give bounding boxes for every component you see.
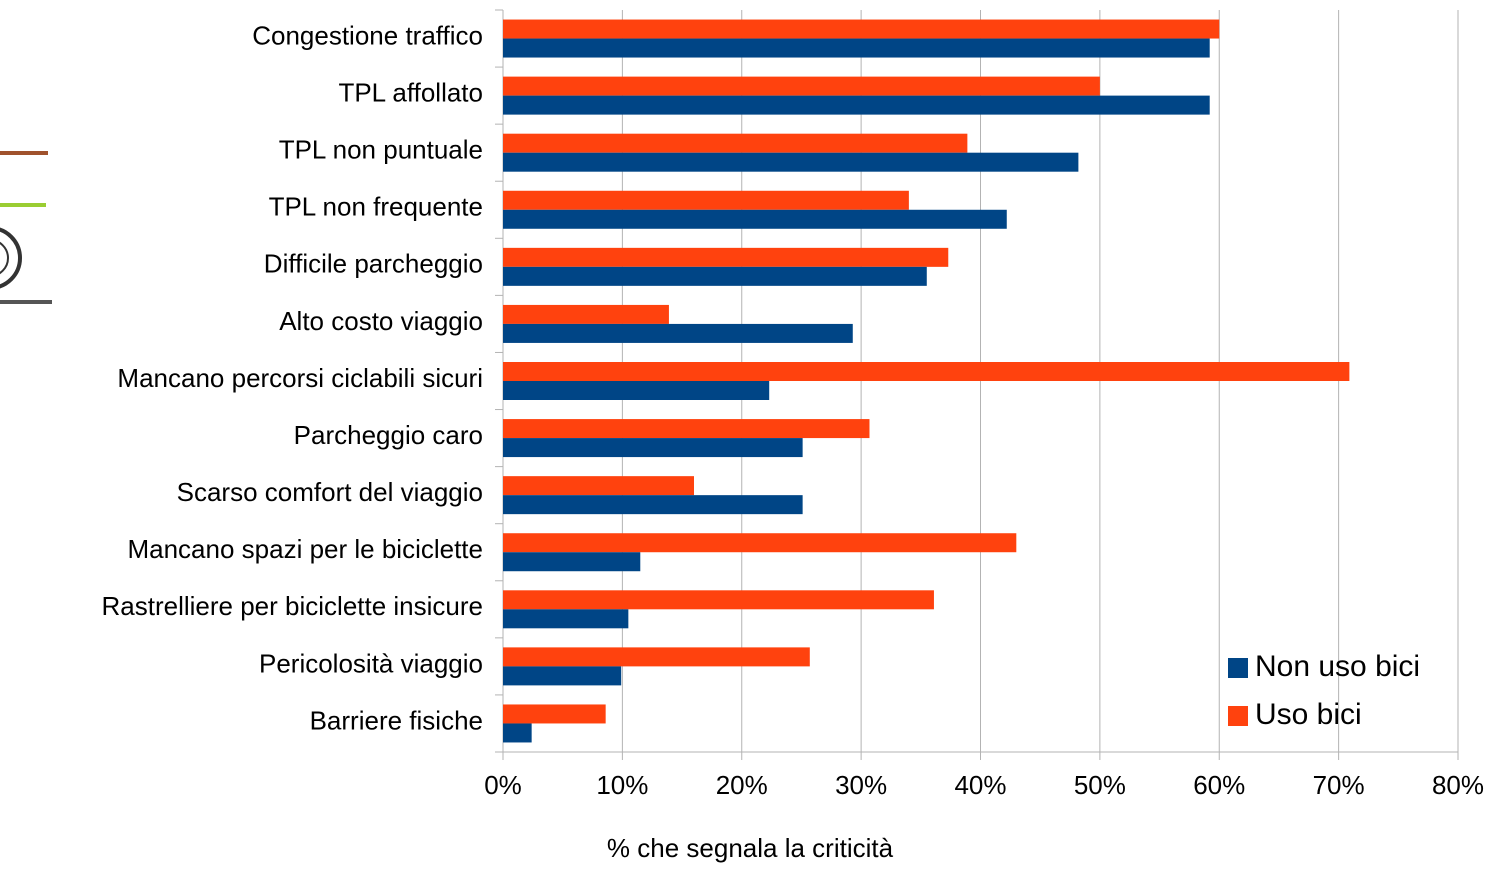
y-tick-label: Scarso comfort del viaggio — [177, 477, 483, 507]
y-tick-label: Mancano spazi per le biciclette — [127, 534, 483, 564]
bar — [503, 134, 967, 153]
bar — [503, 20, 1219, 39]
x-tick-label: 70% — [1313, 770, 1365, 800]
bar — [503, 324, 853, 343]
y-tick-label: Pericolosità viaggio — [259, 648, 483, 678]
x-tick-label: 20% — [716, 770, 768, 800]
x-tick-label: 50% — [1074, 770, 1126, 800]
bar — [503, 362, 1349, 381]
bar — [503, 248, 948, 267]
y-tick-label: TPL affollato — [338, 77, 483, 107]
bicycle-icon — [0, 153, 52, 302]
y-tick-label: Congestione traffico — [252, 20, 483, 50]
bar — [503, 647, 810, 666]
bar — [503, 704, 606, 723]
x-tick-label: 40% — [954, 770, 1006, 800]
bar — [503, 533, 1016, 552]
legend-label: Uso bici — [1255, 698, 1362, 731]
x-tick-label: 80% — [1432, 770, 1484, 800]
y-tick-label: Difficile parcheggio — [264, 249, 483, 279]
page: {"chart_data": {"type": "barh", "categor… — [0, 0, 1492, 870]
bar — [503, 495, 803, 514]
bar — [503, 476, 694, 495]
y-tick-label: TPL non frequente — [269, 192, 483, 222]
bar — [503, 438, 803, 457]
y-tick-label: Alto costo viaggio — [279, 306, 483, 336]
x-tick-label: 10% — [596, 770, 648, 800]
y-tick-label: Barriere fisiche — [310, 705, 483, 735]
bar — [503, 609, 628, 628]
y-tick-label: Rastrelliere per biciclette insicure — [102, 591, 483, 621]
legend-label: Non uso bici — [1255, 650, 1420, 683]
bar — [503, 381, 769, 400]
x-axis-title: % che segnala la criticità — [607, 833, 894, 863]
bar — [503, 723, 532, 742]
x-tick-label: 60% — [1193, 770, 1245, 800]
bar — [503, 77, 1100, 96]
bar — [503, 210, 1007, 229]
bar — [503, 419, 869, 438]
bar — [503, 267, 927, 286]
legend-swatch — [1228, 658, 1248, 678]
bar — [503, 153, 1078, 172]
bar — [503, 552, 640, 571]
x-tick-label: 30% — [835, 770, 887, 800]
bar — [503, 39, 1210, 58]
bar — [503, 96, 1210, 115]
bar — [503, 305, 669, 324]
y-tick-label: Parcheggio caro — [294, 420, 483, 450]
x-tick-label: 0% — [484, 770, 522, 800]
y-tick-label: Mancano percorsi ciclabili sicuri — [117, 363, 483, 393]
bar — [503, 590, 934, 609]
bar — [503, 666, 621, 685]
bar — [503, 191, 909, 210]
y-tick-label: TPL non puntuale — [279, 135, 483, 165]
legend-swatch — [1228, 706, 1248, 726]
chart: % che segnala la criticità 0% 10% 20% 30% 40… — [0, 0, 1492, 865]
